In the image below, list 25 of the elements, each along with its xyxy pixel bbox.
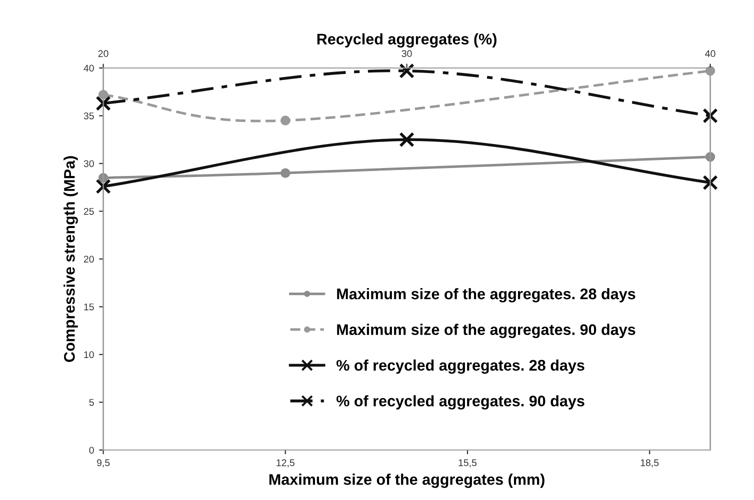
x-tick-label: 12,5 [276,459,294,468]
x2-tick-label: 40 [705,50,716,58]
x-tick-label: 9,5 [96,459,110,468]
x2-tick-label: 30 [402,50,412,58]
x2-tick-label: 20 [98,50,108,58]
x2-axis-title: Recycled aggregates (%) [317,33,496,48]
x-tick-label: 15,5 [458,459,477,468]
y-tick-label: 30 [84,160,94,168]
y-tick-label: 35 [84,112,94,120]
y-tick-label: 10 [84,351,94,358]
legend-label: Maximum size of the aggregates. 28 days [337,288,636,302]
y-tick-label: 40 [84,64,94,72]
x-tick-label: 18,5 [640,459,659,468]
legend-label: % of recycled aggregates. 28 days [336,360,584,374]
legend-label: % of recycled aggregates. 90 days [336,395,584,410]
legend-label: Maximum size of the aggregates. 90 days [337,324,636,338]
y-tick-label: 15 [84,304,94,310]
y-tick-label: 5 [89,399,94,406]
x-axis-title: Maximum size of the aggregates (mm) [269,474,544,488]
y-axis-title: Compressive strength (MPa) [64,156,78,362]
y-tick-label: 25 [84,208,94,215]
point [280,168,290,178]
y-tick-label: 20 [84,256,94,263]
y-tick-label: 0 [89,446,94,454]
point [280,116,290,126]
